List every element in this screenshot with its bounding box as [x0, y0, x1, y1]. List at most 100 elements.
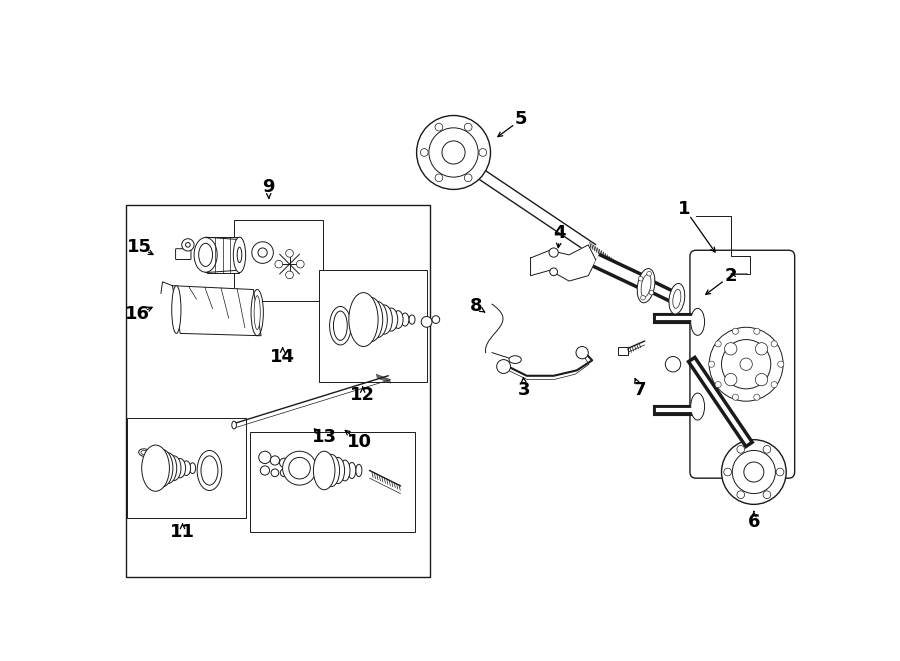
Circle shape — [285, 271, 293, 279]
Ellipse shape — [251, 290, 264, 336]
Circle shape — [271, 469, 279, 477]
Circle shape — [755, 342, 768, 355]
Circle shape — [778, 361, 784, 368]
Ellipse shape — [358, 297, 382, 342]
Circle shape — [665, 356, 680, 372]
Ellipse shape — [401, 313, 409, 326]
Circle shape — [776, 468, 784, 476]
Polygon shape — [530, 245, 596, 281]
Text: 12: 12 — [350, 386, 375, 404]
Circle shape — [283, 451, 317, 485]
Text: 3: 3 — [518, 381, 531, 399]
Circle shape — [479, 149, 487, 156]
Circle shape — [258, 451, 271, 463]
Circle shape — [260, 466, 269, 475]
Bar — [127, 418, 247, 518]
Circle shape — [722, 340, 770, 389]
Circle shape — [771, 341, 778, 347]
Circle shape — [647, 272, 652, 276]
Ellipse shape — [232, 421, 237, 429]
Circle shape — [289, 457, 310, 479]
Circle shape — [442, 141, 465, 164]
Ellipse shape — [139, 449, 151, 457]
Circle shape — [771, 381, 778, 387]
Ellipse shape — [376, 305, 392, 334]
Ellipse shape — [167, 456, 181, 481]
Circle shape — [435, 124, 443, 131]
Ellipse shape — [322, 454, 339, 486]
Ellipse shape — [172, 286, 181, 333]
Circle shape — [754, 394, 760, 401]
Circle shape — [715, 381, 721, 387]
Circle shape — [733, 328, 739, 334]
Circle shape — [763, 491, 770, 498]
Circle shape — [280, 458, 289, 467]
Bar — [249, 432, 415, 532]
Bar — [234, 220, 323, 301]
FancyBboxPatch shape — [690, 251, 795, 478]
Text: 11: 11 — [170, 523, 195, 541]
Circle shape — [432, 316, 440, 323]
Ellipse shape — [141, 445, 169, 491]
Circle shape — [715, 341, 721, 347]
Text: 6: 6 — [748, 513, 760, 531]
Circle shape — [435, 174, 443, 182]
Ellipse shape — [673, 290, 681, 308]
Ellipse shape — [690, 393, 705, 420]
Text: 10: 10 — [347, 433, 372, 451]
Circle shape — [638, 276, 643, 281]
Circle shape — [464, 174, 472, 182]
Ellipse shape — [669, 284, 685, 314]
Circle shape — [421, 317, 432, 327]
Circle shape — [737, 491, 744, 498]
Circle shape — [649, 290, 653, 295]
Circle shape — [733, 450, 776, 494]
Ellipse shape — [141, 450, 149, 455]
Text: 5: 5 — [515, 110, 527, 128]
Circle shape — [709, 327, 783, 401]
Circle shape — [576, 346, 589, 359]
Text: 15: 15 — [127, 238, 152, 256]
Circle shape — [274, 260, 283, 268]
Ellipse shape — [254, 295, 260, 330]
Ellipse shape — [509, 356, 521, 364]
Ellipse shape — [641, 274, 651, 297]
Circle shape — [763, 446, 770, 453]
Circle shape — [733, 394, 739, 401]
Ellipse shape — [197, 450, 221, 490]
Text: 8: 8 — [470, 297, 482, 315]
Text: 7: 7 — [634, 381, 646, 399]
Polygon shape — [173, 286, 261, 336]
Text: 4: 4 — [554, 224, 566, 243]
Circle shape — [270, 456, 280, 465]
Text: 1: 1 — [679, 200, 691, 217]
Circle shape — [464, 124, 472, 131]
Circle shape — [743, 462, 764, 482]
Ellipse shape — [238, 247, 242, 262]
Ellipse shape — [201, 456, 218, 485]
Circle shape — [550, 268, 557, 276]
Circle shape — [429, 128, 478, 177]
Bar — [617, 347, 628, 355]
Circle shape — [754, 328, 760, 334]
Circle shape — [280, 469, 288, 477]
Ellipse shape — [150, 449, 173, 487]
Text: 13: 13 — [311, 428, 337, 446]
Ellipse shape — [348, 463, 356, 479]
Circle shape — [724, 468, 732, 476]
Ellipse shape — [329, 307, 351, 345]
Ellipse shape — [159, 453, 176, 484]
FancyBboxPatch shape — [176, 249, 191, 260]
Circle shape — [549, 248, 558, 257]
Text: 9: 9 — [263, 178, 275, 196]
Circle shape — [724, 342, 737, 355]
Circle shape — [737, 446, 744, 453]
Ellipse shape — [333, 311, 347, 340]
Circle shape — [185, 243, 190, 247]
Ellipse shape — [349, 293, 378, 346]
Circle shape — [420, 149, 428, 156]
Bar — [207, 237, 239, 272]
Ellipse shape — [690, 309, 705, 335]
Circle shape — [252, 242, 274, 263]
Circle shape — [724, 373, 737, 386]
